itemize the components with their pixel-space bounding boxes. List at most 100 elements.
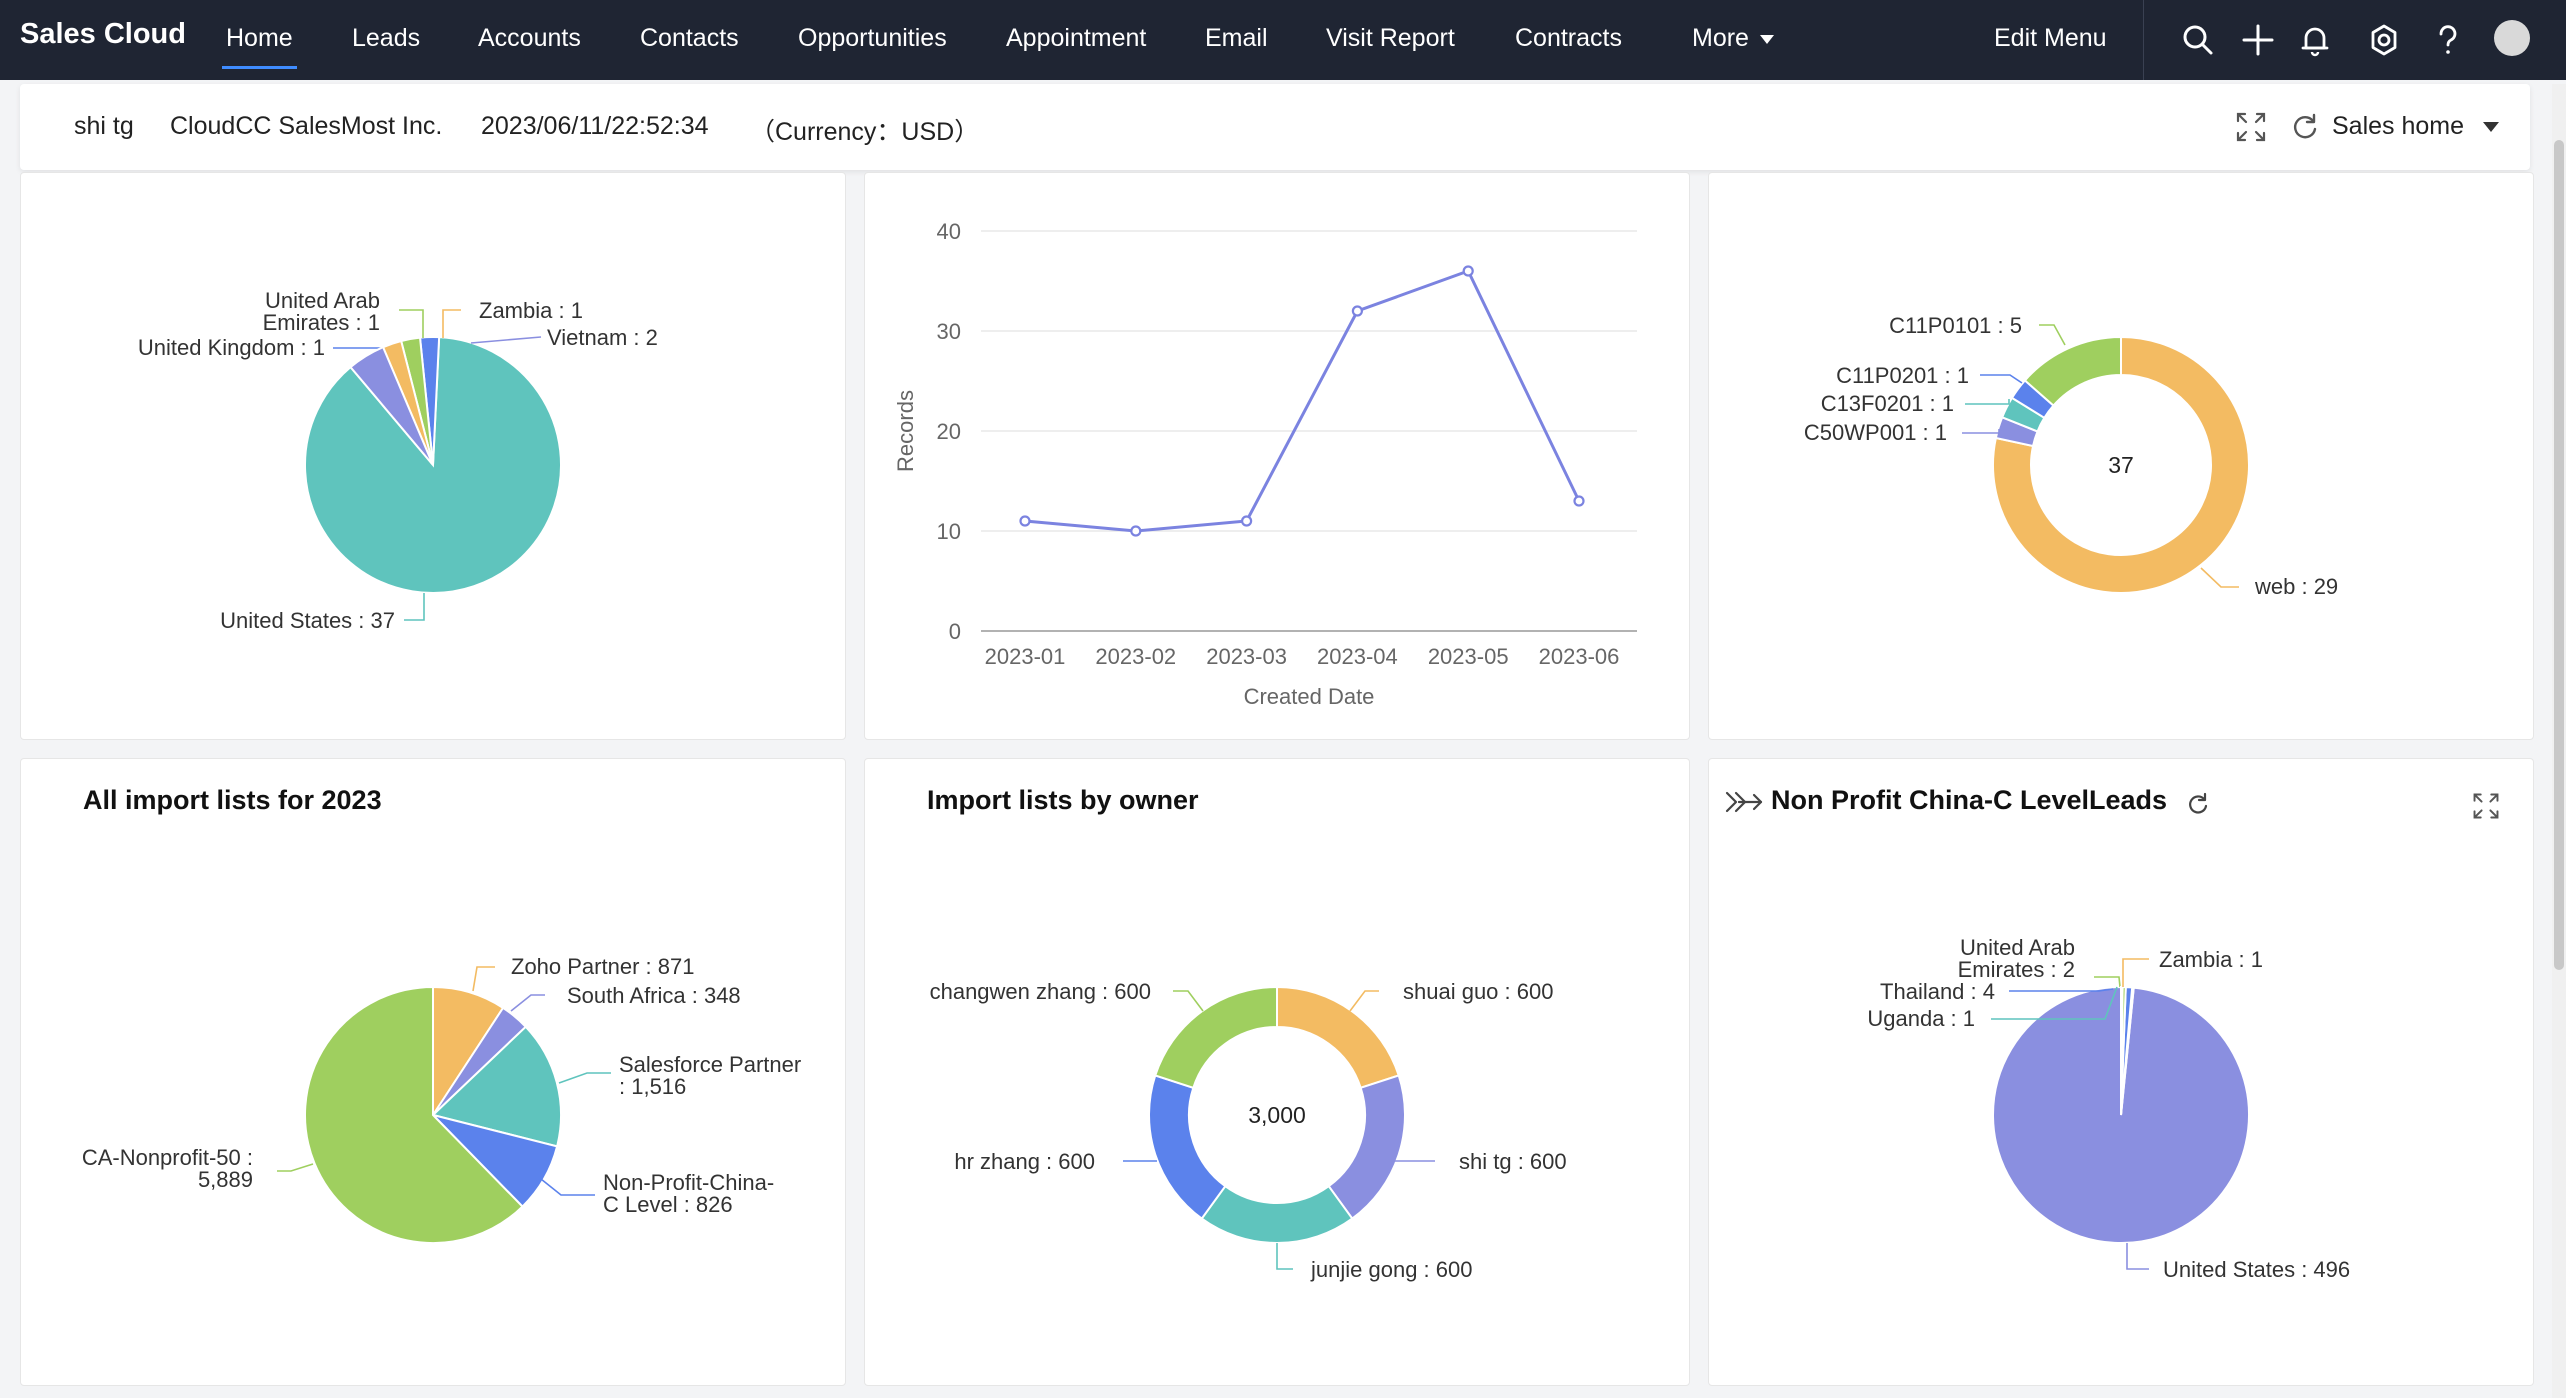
label-leader-line <box>2200 567 2239 588</box>
slice-label: Thailand : 4 <box>1880 979 1995 1004</box>
edit-menu-button[interactable]: Edit Menu <box>1994 24 2107 52</box>
y-axis-title: Records <box>893 390 918 472</box>
dashboard-select[interactable]: Sales home <box>2332 112 2499 141</box>
slice-label: 5,889 <box>198 1167 253 1192</box>
add-icon[interactable] <box>2240 22 2276 58</box>
nav-contracts[interactable]: Contracts <box>1515 24 1622 52</box>
y-tick-label: 20 <box>937 419 961 444</box>
label-leader-line <box>472 966 495 992</box>
panel-title: Import lists by owner <box>927 785 1199 815</box>
y-tick-label: 10 <box>937 519 961 544</box>
slice-label: C50WP001 : 1 <box>1804 420 1947 445</box>
label-leader-line <box>1349 990 1379 1012</box>
help-icon[interactable] <box>2430 22 2466 58</box>
avatar[interactable] <box>2494 20 2530 56</box>
nav-email[interactable]: Email <box>1205 24 1268 52</box>
slice-label: : 1,516 <box>619 1074 686 1099</box>
pie-slice <box>304 985 524 1244</box>
nav-appointment[interactable]: Appointment <box>1006 24 1147 52</box>
label-leader-line <box>442 309 461 338</box>
y-tick-label: 40 <box>937 219 961 244</box>
pie-slice <box>1200 1184 1354 1244</box>
label-leader-line <box>1276 1243 1293 1270</box>
slice-label: United States : 37 <box>220 608 395 633</box>
company-name: CloudCC SalesMost Inc. <box>170 112 443 140</box>
slice-label: CA-Nonprofit-50 : <box>82 1145 253 1170</box>
data-point <box>1130 525 1142 537</box>
pie-slice <box>430 1025 562 1148</box>
x-tick-label: 2023-03 <box>1206 644 1287 669</box>
nav-leads[interactable]: Leads <box>352 24 421 52</box>
x-tick-label: 2023-02 <box>1095 644 1176 669</box>
scrollbar-thumb[interactable] <box>2554 140 2564 970</box>
slice-label: Uganda : 1 <box>1867 1006 1975 1031</box>
refresh-icon[interactable] <box>2288 110 2322 144</box>
slice-label: United States : 496 <box>2163 1257 2350 1282</box>
slice-label: Salesforce Partner <box>619 1052 801 1077</box>
refresh-icon[interactable] <box>2185 791 2211 817</box>
pie-slice <box>1327 1074 1406 1220</box>
app-title: Sales Cloud <box>20 18 186 50</box>
label-leader-line <box>1173 990 1204 1012</box>
x-tick-label: 2023-06 <box>1539 644 1620 669</box>
pie-slice <box>1992 335 2250 594</box>
slice-label: C Level : 826 <box>603 1192 733 1217</box>
chart-owner-donut: shuai guo : 600 shi tg : 600 junjie gong :… <box>930 979 1567 1282</box>
gear-icon[interactable] <box>2366 22 2402 58</box>
slice-label: shuai guo : 600 <box>1403 979 1553 1004</box>
pie-slice <box>1276 985 1400 1090</box>
pie-slice <box>2023 335 2122 407</box>
label-leader-line <box>2122 958 2149 987</box>
data-point <box>1462 265 1474 277</box>
pie-slice <box>2120 985 2124 1116</box>
top-navigation: Sales Cloud Home Leads Accounts Contacts… <box>0 0 2566 80</box>
nav-contacts[interactable]: Contacts <box>640 24 739 52</box>
label-leader-line <box>510 994 545 1012</box>
nav-visit-report[interactable]: Visit Report <box>1326 24 1455 52</box>
slice-label: Zambia : 1 <box>479 298 583 323</box>
pie-slice <box>1148 1074 1227 1220</box>
x-tick-label: 2023-05 <box>1428 644 1509 669</box>
slice-label: C13F0201 : 1 <box>1821 391 1954 416</box>
fullscreen-icon[interactable] <box>2471 791 2501 821</box>
panel-source: web : 29 C50WP001 : 1 C13F0201 : 1 C11P0201… <box>1708 172 2534 740</box>
slice-label: Emirates : 1 <box>263 310 380 335</box>
slice-label: South Africa : 348 <box>567 983 741 1008</box>
panel-records-by-date: 0 10 20 30 40 2023-01 2023-02 2023-03 2023-04 202… <box>864 172 1690 740</box>
panel-title: All import lists for 2023 <box>83 785 382 815</box>
slice-label: hr zhang : 600 <box>954 1149 1095 1174</box>
label-leader-line <box>1962 429 2000 434</box>
chart-import-lists-pie: Zoho Partner : 871 South Africa : 348 Sale… <box>82 954 801 1244</box>
bell-icon[interactable] <box>2297 22 2333 58</box>
slice-label: Zoho Partner : 871 <box>511 954 694 979</box>
x-tick-label: 2023-01 <box>985 644 1066 669</box>
fullscreen-icon[interactable] <box>2234 110 2268 144</box>
nav-divider <box>2143 0 2144 80</box>
nav-accounts[interactable]: Accounts <box>478 24 581 52</box>
refresh-timestamp: 2023/06/11/22:52:34 <box>481 112 709 140</box>
chart-records-line: 0 10 20 30 40 2023-01 2023-02 2023-03 2023-04 202… <box>893 219 1637 709</box>
label-leader-line <box>2009 988 2114 992</box>
slice-label: shi tg : 600 <box>1459 1149 1567 1174</box>
panel-import-lists-2023: All import lists for 2023 Zoho Partner :… <box>20 758 846 1386</box>
label-leader-line <box>1980 374 2023 384</box>
report-link-icon[interactable] <box>1725 789 1763 815</box>
chart-countries-pie: United States : 37 United Kingdom : 1 Unit… <box>138 288 658 633</box>
label-leader-line <box>540 1178 595 1196</box>
nav-opportunities[interactable]: Opportunities <box>798 24 947 52</box>
slice-label: Non-Profit-China- <box>603 1170 774 1195</box>
slice-label: United Kingdom : 1 <box>138 335 325 360</box>
nav-more-label: More <box>1692 24 1749 52</box>
donut-center-total: 3,000 <box>1248 1102 1306 1128</box>
nav-more[interactable]: More <box>1692 24 1774 53</box>
panel-non-profit-leads: Non Profit China-C LevelLeads United Sta… <box>1708 758 2534 1386</box>
panel-title: Non Profit China-C LevelLeads <box>1771 785 2168 815</box>
search-icon[interactable] <box>2180 22 2216 58</box>
label-leader-line <box>558 1072 611 1084</box>
nav-home[interactable]: Home <box>222 24 297 69</box>
label-leader-line <box>2126 1243 2149 1270</box>
slice-label: Vietnam : 2 <box>547 325 658 350</box>
slice-label: Zambia : 1 <box>2159 947 2263 972</box>
label-leader-line <box>2039 324 2066 346</box>
